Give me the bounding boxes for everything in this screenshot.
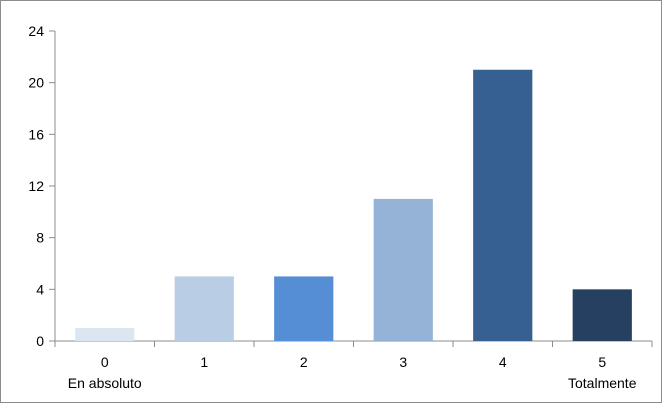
y-tick-label: 4 (36, 281, 44, 297)
y-tick-label: 16 (28, 126, 44, 142)
y-tick-label: 8 (36, 230, 44, 246)
x-tick-sublabel-0: En absoluto (68, 375, 142, 391)
y-tick-label: 12 (28, 178, 44, 194)
x-tick-label-4: 4 (499, 354, 507, 370)
x-tick-label-1: 1 (200, 354, 208, 370)
y-tick-label: 0 (36, 333, 44, 349)
chart-axes (49, 30, 653, 347)
bar-2 (274, 276, 334, 341)
bar-3 (373, 198, 433, 341)
bar-0 (75, 328, 135, 341)
x-tick-label-3: 3 (399, 354, 407, 370)
chart-bars (75, 69, 632, 341)
x-tick-label-0: 0 (101, 354, 109, 370)
bar-5 (572, 289, 632, 341)
bar-1 (174, 276, 234, 341)
x-tick-sublabel-5: Totalmente (568, 375, 637, 391)
x-tick-label-5: 5 (598, 354, 606, 370)
y-tick-label: 20 (28, 75, 44, 91)
y-tick-label: 24 (28, 23, 44, 39)
bar-4 (473, 69, 533, 341)
x-tick-label-2: 2 (300, 354, 308, 370)
